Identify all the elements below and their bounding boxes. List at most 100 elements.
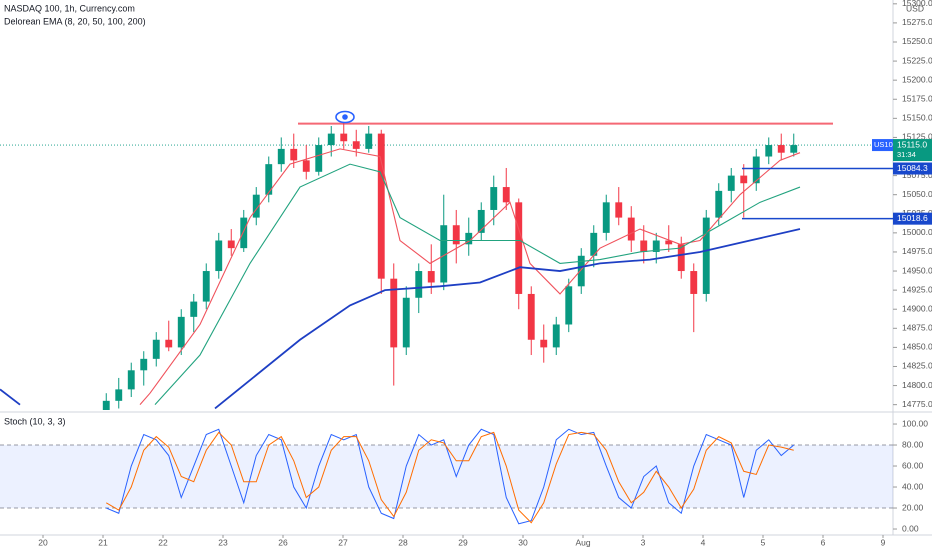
chart-title: NASDAQ 100, 1h, Currency.com — [4, 3, 135, 13]
eye-icon — [335, 110, 355, 124]
x-tick-label: Aug — [575, 537, 590, 547]
candle-body — [602, 202, 610, 233]
x-tick-label: 23 — [218, 537, 228, 547]
stoch-tick-label: 80.00 — [902, 439, 924, 449]
y-tick-label: 14875.0 — [902, 323, 932, 333]
stoch-line — [105, 431, 794, 524]
candle-body — [777, 145, 785, 153]
candle-body — [277, 148, 285, 165]
x-tick-label: 21 — [98, 537, 108, 547]
candle-body — [415, 271, 423, 298]
y-tick-label: 14950.0 — [902, 265, 932, 275]
y-tick-label: 15175.0 — [902, 94, 932, 104]
candle-body — [565, 286, 573, 325]
level-badge-label: 15018.6 — [897, 213, 928, 223]
candle-body — [315, 145, 323, 172]
candle-body — [765, 145, 773, 157]
candle-body — [465, 232, 473, 245]
y-tick-label: 15250.0 — [902, 36, 932, 46]
candle-body — [577, 255, 585, 287]
x-tick-label: 4 — [701, 537, 706, 547]
candle-body — [590, 232, 598, 256]
x-tick-label: 29 — [458, 537, 468, 547]
stoch-line — [106, 428, 795, 525]
ema-line — [154, 163, 801, 406]
y-tick-label: 14925.0 — [902, 284, 932, 294]
candle-body — [490, 187, 498, 210]
candle-body — [302, 160, 310, 172]
symbol-badge-label: US100 — [874, 140, 897, 149]
candle-body — [290, 148, 298, 161]
x-tick-label: 22 — [158, 537, 168, 547]
y-tick-label: 15050.0 — [902, 189, 932, 199]
y-tick-label: 15275.0 — [902, 17, 932, 27]
candle-body — [165, 339, 173, 348]
candle-body — [115, 389, 123, 401]
candle-body — [677, 244, 685, 272]
candle-body — [690, 271, 698, 294]
stoch-tick-label: 60.00 — [902, 460, 924, 470]
y-tick-label: 15225.0 — [902, 55, 932, 65]
x-tick-label: 20 — [38, 537, 48, 547]
y-tick-label: 15300.0 — [902, 0, 932, 8]
y-tick-label: 14975.0 — [902, 246, 932, 256]
x-tick-label: 26 — [278, 537, 288, 547]
candle-body — [265, 164, 273, 195]
symbol-badge — [872, 139, 893, 152]
y-tick-label: 15000.0 — [902, 227, 932, 237]
x-tick-label: 5 — [761, 537, 766, 547]
candle-body — [540, 339, 548, 348]
candle-body — [790, 145, 798, 153]
candle-body — [252, 194, 260, 218]
x-tick-label: 30 — [518, 537, 528, 547]
candle-body — [427, 271, 435, 283]
candle-body — [190, 301, 198, 317]
candle-body — [352, 141, 360, 149]
candle-body — [377, 133, 385, 279]
y-tick-label: 14825.0 — [902, 361, 932, 371]
candle-body — [452, 225, 460, 245]
stoch-tick-label: 20.00 — [902, 502, 924, 512]
stoch-title: Stoch (10, 3, 3) — [4, 416, 66, 426]
candle-body — [627, 217, 635, 241]
candle-body — [177, 316, 185, 348]
y-tick-label: 14900.0 — [902, 303, 932, 313]
candle-body — [215, 240, 223, 272]
x-tick-label: 27 — [338, 537, 348, 547]
level-badge-label: 15084.3 — [897, 163, 928, 173]
candle-body — [340, 133, 348, 142]
currency-label: USD — [906, 3, 924, 13]
price-badge — [893, 139, 932, 162]
candle-body — [365, 133, 373, 149]
stoch-tick-label: 0.00 — [902, 523, 919, 533]
y-tick-label: 15075.0 — [902, 170, 932, 180]
candle-body — [152, 339, 160, 359]
y-tick-label: 15200.0 — [902, 74, 932, 84]
candle-body — [327, 133, 335, 146]
candle-body — [640, 240, 648, 252]
candle-body — [127, 370, 135, 390]
y-tick-label: 14850.0 — [902, 342, 932, 352]
candle-body — [552, 324, 560, 348]
candle-body — [227, 240, 235, 249]
candle-body — [502, 187, 510, 203]
candle-body — [102, 400, 110, 410]
candle-body — [727, 175, 735, 191]
y-tick-label: 14775.0 — [902, 399, 932, 409]
indicator-title: Delorean EMA (8, 20, 50, 100, 200) — [4, 16, 146, 26]
y-tick-label: 15150.0 — [902, 113, 932, 123]
candle-body — [390, 278, 398, 348]
candle-body — [477, 209, 485, 233]
level-badge — [893, 212, 932, 225]
price-badge-label: 15115.0 — [897, 139, 927, 149]
ema-line — [139, 148, 801, 406]
price-badge-timer: 31:34 — [897, 150, 916, 159]
candle-body — [652, 240, 660, 252]
candle-body — [615, 202, 623, 218]
candle-body — [402, 297, 410, 348]
x-tick-label: 3 — [641, 537, 646, 547]
x-tick-label: 28 — [398, 537, 408, 547]
candle-body — [527, 293, 535, 340]
